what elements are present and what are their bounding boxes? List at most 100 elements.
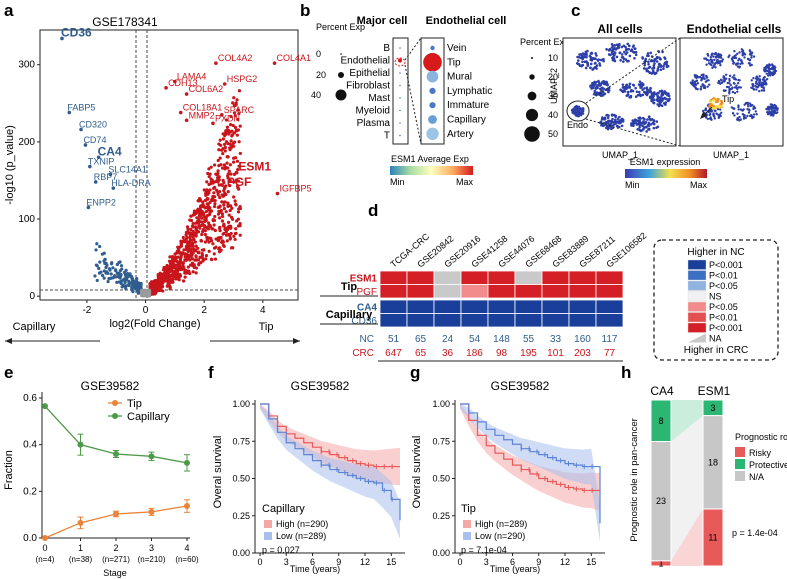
volcano-point-up [188,218,192,222]
umap-endo-point [720,60,724,63]
umap-endo-point [754,84,757,88]
legend-higher-crc: Higher in CRC [684,345,748,356]
legend-swatch [735,447,745,457]
umap-all-point [615,55,619,59]
ci-band [460,404,600,542]
umap-all-point [642,67,646,70]
umap-all-point [652,119,656,123]
volcano-point-up [168,255,172,259]
volcano-point-up [183,275,187,279]
umap-all-point [657,99,661,103]
umap-endo-point [712,55,715,58]
volcano-point-labeled [108,172,113,177]
y-tick-label: 1.00 [432,399,450,409]
alluvial-chart: 1 23 8 11 18 3 [650,399,724,568]
umap-all-point [637,90,641,94]
umap-all-point [664,101,667,104]
volcano-point-down [132,280,136,284]
umap-all-point [577,59,580,62]
volcano-point-up [223,226,227,230]
legend-swatch [687,322,707,333]
panel-f: f GSE39582 0.000.250.500.751.000 3 6 9 12 15 … [208,363,405,574]
colorbar-c-title: ESM1 expression [630,157,701,167]
umap-endo-point [755,76,759,79]
volcano-point-up [198,198,202,202]
umap-endo-point [713,117,717,120]
volcano-point-up [161,278,165,283]
endo-dot-frame [420,37,445,145]
umap-endo-point [700,73,703,77]
heatmap-cell [379,313,408,328]
volcano-point-up [171,270,175,274]
volcano-point-up [178,274,182,278]
volcano-point-up [207,175,211,179]
panel-c: c All cells Endothelial cells Endo Tip U… [549,1,784,190]
volcano-point-up [168,285,172,290]
volcano-point-up [200,210,204,214]
legend-label: Risky [749,448,771,458]
heatmap-cell [595,270,624,285]
umap-endo-point [724,89,727,92]
volcano-point-down [117,275,122,280]
volcano-point-up [220,212,225,216]
size-legend-label-0: 0 [316,49,321,59]
volcano-point-down [117,271,121,276]
legend-swatch [687,312,707,323]
zoom-line-top [404,37,422,61]
umap-all-point [648,117,652,121]
umap-endo-point [694,86,697,89]
volcano-point-up [222,203,226,207]
legend-label: P<0.01 [709,271,738,281]
umap-xlabel-2: UMAP_1 [713,150,749,160]
volcano-point-up [235,133,239,137]
endo-cell-label: Capillary [447,115,486,126]
volcano-point-down [109,272,113,276]
volcano-point-up [166,273,170,277]
volcano-point-up [232,195,236,199]
umap-endo-point [770,72,774,76]
umap-all-point [645,130,648,133]
umap-all-point [635,90,639,94]
panel-letter-d: d [368,201,378,220]
umap-all-point [620,117,624,121]
umap-all-point [630,124,633,127]
volcano-point-up [164,277,168,282]
volcano-point-up [186,265,190,269]
volcano-point-up [208,206,212,210]
volcano-point-up [222,163,226,167]
endo-cell-dot [426,127,439,141]
heatmap-cell [433,284,462,299]
umap-endo-point [758,75,761,78]
umap-all-point [599,58,603,62]
volcano-point-up [211,219,215,223]
umap-all-point [666,64,670,68]
nc-count: 148 [493,334,510,345]
nc-count: 55 [523,334,535,345]
panel-a: a GSE178341 CD36 FABP5 CD320 CD74CA4TXNIPSL… [4,1,311,344]
umap-all-point [622,50,626,54]
legend-dot [112,413,118,419]
alluvial-count: 3 [710,403,715,413]
umap-all-point [647,128,651,131]
series-point [148,453,155,460]
umap-all-point [626,93,629,97]
gene-label: CA4 [98,144,122,158]
volcano-point-up [181,235,185,240]
umap-all-point [646,69,649,73]
volcano-point-up [194,231,198,236]
umap-endo-point [717,116,721,120]
umap-endo-point [728,74,732,78]
umap-all-point [646,52,650,55]
legend-label: P<0.001 [709,323,743,333]
crc-count: 203 [574,348,591,359]
volcano-point-up [207,249,211,253]
size-legend-right-label: 50 [548,129,558,139]
volcano-point-up [217,209,221,213]
endothelial-cell-rows: Vein Tip Mural Lymphatic Immature Capillary Ar… [423,43,492,141]
volcano-point-up [231,123,235,128]
major-cell-dot [399,47,401,49]
umap-endo-point [733,86,737,89]
umap-all-point [621,83,625,86]
umap-endo-point [737,105,740,109]
